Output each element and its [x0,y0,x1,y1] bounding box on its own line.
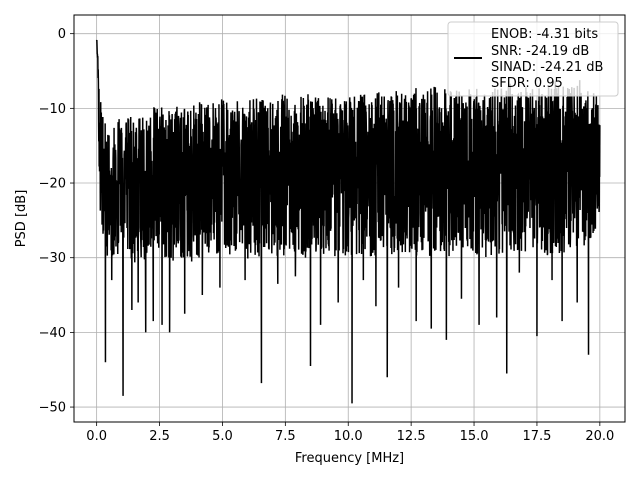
x-tick-label: 5.0 [212,429,233,444]
y-axis-label: PSD [dB] [14,190,29,248]
legend-entry-snr: SNR: -24.19 dB [491,44,589,59]
psd-series-line [95,39,601,404]
legend-entry-sfdr: SFDR: 0.95 [491,76,563,91]
x-axis-label: Frequency [MHz] [295,451,404,466]
y-tick-label: −50 [39,401,66,416]
x-tick-label: 20.0 [585,429,614,444]
y-tick-label: 0 [58,27,66,42]
plot-area [95,39,601,404]
legend-box [447,21,619,97]
x-tick-label: 17.5 [522,429,551,444]
y-tick-label: −30 [39,251,66,266]
y-tick-label: −40 [39,326,66,341]
x-tick-label: 2.5 [149,429,170,444]
axes-frame [73,14,626,423]
y-tick-label: −20 [39,177,66,192]
y-tick-label: −10 [39,102,66,117]
legend-entry-enob: ENOB: -4.31 bits [491,27,598,42]
x-tick-label: 12.5 [397,429,426,444]
x-tick-label: 7.5 [275,429,296,444]
x-tick-label: 10.0 [334,429,363,444]
x-tick-label: 15.0 [460,429,489,444]
ticks: 0.0 2.5 5.0 7.5 10.0 12.5 15.0 17.5 20.0 0 −10 −20 −… [39,27,615,444]
x-tick-label: 0.0 [86,429,107,444]
legend-entry-sinad: SINAD: -24.21 dB [491,60,603,75]
legend: ENOB: -4.31 bits SNR: -24.19 dB SINAD: -… [447,21,619,97]
